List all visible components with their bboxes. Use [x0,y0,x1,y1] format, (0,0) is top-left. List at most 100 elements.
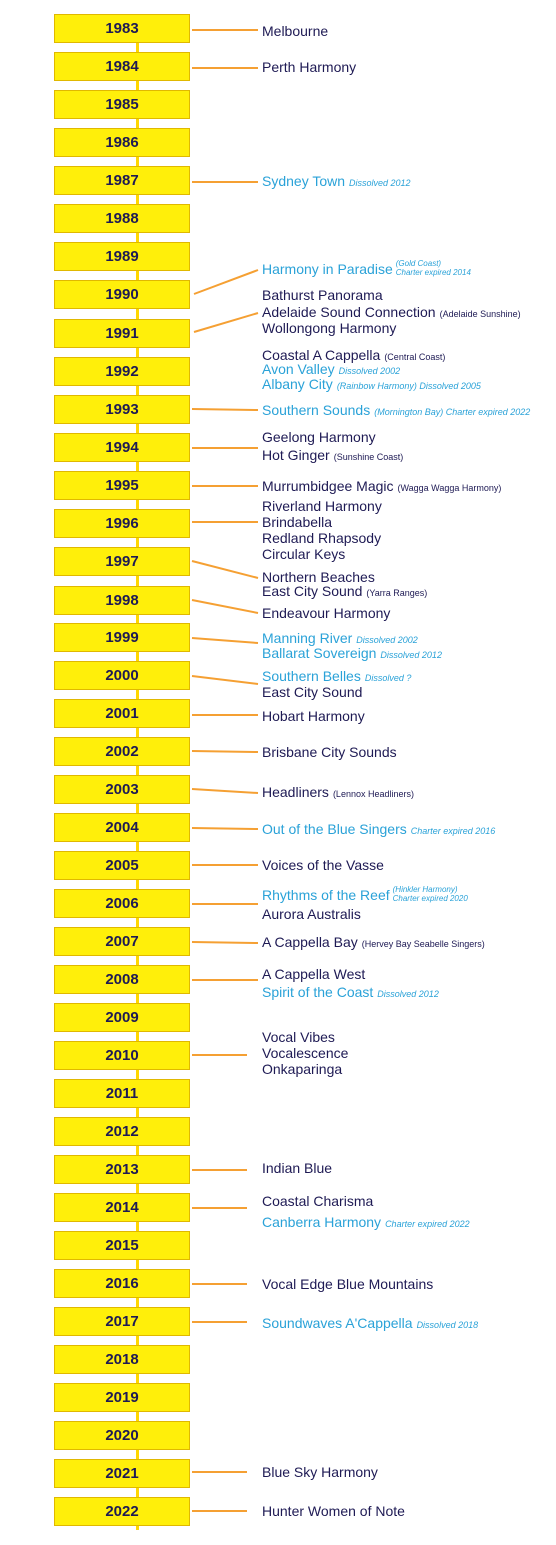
club-note: (Yarra Ranges) [366,588,428,598]
club-entry: Brindabella [262,514,332,531]
club-entry: Hunter Women of Note [262,1503,405,1520]
year-box: 2002 [54,737,190,766]
club-name: Sydney Town [262,173,346,189]
club-note: (Hervey Bay Seabelle Singers) [361,939,485,949]
year-box: 1988 [54,204,190,233]
year-box: 1997 [54,547,190,576]
club-note: (Sunshine Coast) [333,452,404,462]
club-name: Onkaparinga [262,1061,343,1077]
club-name: Spirit of the Coast [262,984,374,1000]
club-name: Wollongong Harmony [262,320,397,336]
year-box: 1984 [54,52,190,81]
club-name: Bathurst Panorama [262,287,383,303]
club-name: Southern Belles [262,668,361,684]
club-name: Indian Blue [262,1160,333,1176]
club-name: East City Sound [262,684,363,700]
club-name: Blue Sky Harmony [262,1464,378,1480]
club-name: Vocal Vibes [262,1029,335,1045]
connector-line [191,599,259,614]
club-note: Dissolved ? [364,673,412,683]
year-box: 2016 [54,1269,190,1298]
club-entry: Bathurst Panorama [262,287,383,304]
club-name: Adelaide Sound Connection [262,304,436,320]
club-entry: Vocal Vibes [262,1029,335,1046]
club-name: Coastal A Cappella [262,347,381,363]
club-name: Circular Keys [262,546,346,562]
club-name: Albany City [262,376,333,392]
club-entry: Northern Beaches [262,569,375,586]
year-box: 1998 [54,586,190,615]
year-box: 1994 [54,433,190,462]
club-note: (Mornington Bay) Charter expired 2022 [374,407,531,417]
connector-line [191,560,259,579]
year-box: 1999 [54,623,190,652]
year-box: 1985 [54,90,190,119]
year-box: 1990 [54,280,190,309]
club-entry: A Cappella West [262,966,365,983]
club-note: Dissolved 2018 [416,1320,479,1330]
club-name: Perth Harmony [262,59,357,75]
club-name: Out of the Blue Singers [262,821,407,837]
club-name: Avon Valley [262,361,335,377]
club-entry: Hot Ginger (Sunshine Coast) [262,447,403,466]
club-entry: Harmony in Paradise (Gold Coast) Charter e… [262,259,471,278]
year-box: 2003 [54,775,190,804]
club-note-line: (Hinkler Harmony) [392,885,458,894]
club-name: Soundwaves A'Cappella [262,1315,413,1331]
club-name: Voices of the Vasse [262,857,384,873]
year-box: 1993 [54,395,190,424]
year-box: 2022 [54,1497,190,1526]
club-name: Geelong Harmony [262,429,376,445]
club-name: Manning River [262,630,353,646]
club-entry: Southern Belles Dissolved ? [262,668,411,687]
connector-line [193,269,259,295]
club-entry: Geelong Harmony [262,429,376,446]
club-note: (Rainbow Harmony) Dissolved 2005 [336,381,481,391]
club-entry: Coastal Charisma [262,1193,373,1210]
club-note: Dissolved 2002 [338,366,401,376]
club-name: Hunter Women of Note [262,1503,405,1519]
club-note: (Central Coast) [384,352,446,362]
year-box: 1996 [54,509,190,538]
year-box: 1989 [54,242,190,271]
club-entry: Melbourne [262,23,328,40]
year-box: 1983 [54,14,190,43]
club-note: (Wagga Wagga Harmony) [397,483,502,493]
club-name: Southern Sounds [262,402,371,418]
club-name: Brisbane City Sounds [262,744,397,760]
year-box: 2018 [54,1345,190,1374]
year-box: 1986 [54,128,190,157]
club-name: Melbourne [262,23,329,39]
year-box: 2005 [54,851,190,880]
year-box: 2009 [54,1003,190,1032]
year-box: 2011 [54,1079,190,1108]
year-box: 2001 [54,699,190,728]
connector-line [191,675,259,685]
year-box: 2013 [54,1155,190,1184]
club-entry: Redland Rhapsody [262,530,381,547]
year-box: 2006 [54,889,190,918]
club-note: Dissolved 2012 [349,178,411,188]
year-box: 2015 [54,1231,190,1260]
club-note-line: Charter expired 2014 [395,268,471,277]
club-entry: East City Sound (Yarra Ranges) [262,583,427,602]
club-note: Charter expired 2022 [385,1219,470,1229]
club-note: Dissolved 2012 [377,989,439,999]
connector-line [191,408,259,411]
club-entry: Canberra Harmony Charter expired 2022 [262,1214,470,1233]
club-note: Dissolved 2002 [356,635,418,645]
club-name: Murrumbidgee Magic [262,478,394,494]
club-entry: Vocalescence [262,1045,348,1062]
club-entry: Riverland Harmony [262,498,382,515]
club-name: Hobart Harmony [262,708,365,724]
club-note-line: (Gold Coast) [395,259,442,268]
club-name: Ballarat Sovereign [262,645,377,661]
year-box: 2010 [54,1041,190,1070]
club-name: Brindabella [262,514,333,530]
club-note: (Lennox Headliners) [332,789,414,799]
club-entry: Onkaparinga [262,1061,342,1078]
year-box: 2000 [54,661,190,690]
year-box: 2017 [54,1307,190,1336]
club-entry: Voices of the Vasse [262,857,384,874]
club-note: (Adelaide Sunshine) [439,309,521,319]
